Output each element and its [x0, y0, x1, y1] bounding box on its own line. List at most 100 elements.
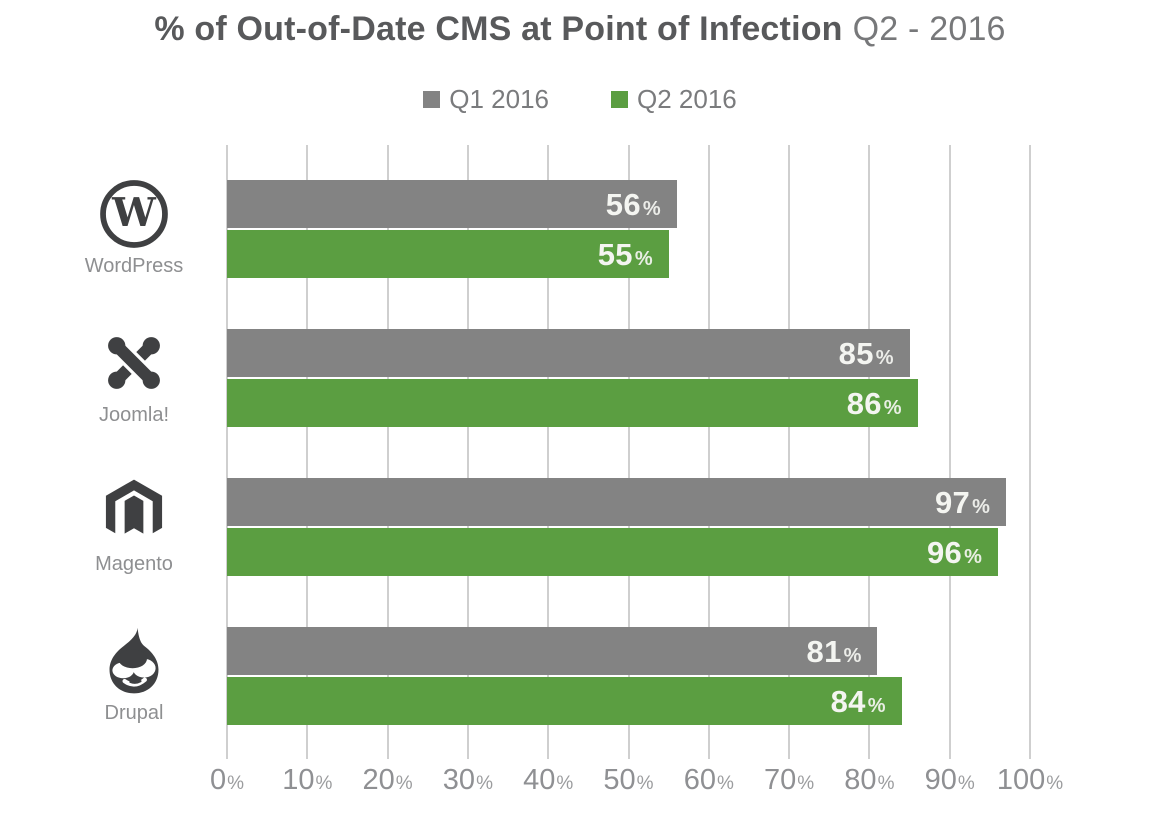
bar-q2-2016-joomla: 86%: [227, 379, 918, 427]
legend-item-q2-2016: Q2 2016: [611, 84, 737, 115]
tick-percent-sign: %: [556, 773, 574, 794]
tick-value: 0: [209, 764, 227, 796]
bar-value-number: 96: [926, 534, 963, 570]
bar-value-percent-sign: %: [875, 346, 894, 369]
legend-label: Q1 2016: [449, 84, 549, 114]
gridline: [707, 145, 710, 759]
tick-value: 50: [603, 764, 636, 796]
category-joomla: Joomla!: [59, 327, 209, 427]
tick-value: 40: [523, 764, 556, 796]
bar-value-number: 86: [846, 385, 882, 421]
gridline: [466, 145, 469, 759]
bar-q1-2016-drupal: 81%: [227, 627, 878, 675]
bar-value-percent-sign: %: [883, 396, 902, 419]
x-axis-tick-label: 40%: [523, 766, 573, 795]
tick-percent-sign: %: [315, 773, 333, 794]
bar-value-label: 97%: [935, 487, 990, 518]
category-label: WordPress: [84, 255, 184, 277]
legend-item-q1-2016: Q1 2016: [423, 84, 549, 115]
magento-icon: [105, 479, 163, 534]
joomla-icon: [107, 336, 161, 390]
bar-q1-2016-wordpress: 56%: [227, 180, 677, 228]
category-wordpress: W WordPress: [59, 178, 209, 278]
bar-q1-2016-joomla: 85%: [227, 329, 910, 377]
bar-value-percent-sign: %: [964, 545, 982, 568]
gridline: [226, 145, 228, 759]
x-axis-tick-label: 80%: [844, 766, 894, 795]
bar-value-number: 81: [806, 633, 842, 669]
bar-value-label: 86%: [847, 388, 902, 419]
bar-value-label: 85%: [839, 338, 894, 369]
tick-percent-sign: %: [797, 773, 815, 794]
tick-value: 80: [844, 764, 877, 796]
gridline: [1029, 145, 1031, 759]
x-axis-tick-label: 60%: [684, 766, 734, 795]
x-axis-tick-label: 70%: [764, 766, 814, 795]
bar-q2-2016-drupal: 84%: [227, 677, 902, 725]
category-drupal: Drupal: [59, 625, 209, 725]
x-axis-tick-label: 90%: [925, 766, 975, 795]
bar-value-label: 96%: [927, 537, 982, 568]
category-magento: Magento: [59, 476, 209, 576]
gridline: [788, 145, 791, 759]
gridline: [547, 145, 550, 759]
category-label: Magento: [95, 553, 173, 575]
svg-text:W: W: [111, 190, 157, 236]
bar-value-number: 85: [838, 335, 874, 371]
bar-value-label: 81%: [807, 636, 862, 667]
tick-value: 90: [924, 764, 957, 796]
x-axis-tick-label: 20%: [363, 766, 413, 795]
bar-value-number: 55: [597, 236, 633, 272]
tick-percent-sign: %: [877, 773, 895, 794]
tick-percent-sign: %: [716, 773, 734, 794]
bar-q2-2016-magento: 96%: [227, 528, 998, 576]
gridline: [386, 145, 389, 759]
tick-percent-sign: %: [957, 773, 975, 794]
bar-value-label: 56%: [606, 189, 661, 220]
gridline: [306, 145, 309, 759]
tick-percent-sign: %: [636, 773, 654, 794]
tick-value: 20: [362, 764, 395, 796]
bar-value-percent-sign: %: [634, 247, 653, 270]
chart-title-period: Q2 - 2016: [852, 10, 1006, 48]
bar-value-number: 84: [830, 683, 866, 719]
bar-value-percent-sign: %: [843, 644, 862, 667]
tick-value: 30: [442, 764, 476, 796]
x-axis-tick-label: 100%: [997, 766, 1063, 795]
x-axis-tick-label: 10%: [282, 766, 332, 795]
bar-value-number: 97: [935, 484, 971, 520]
bar-value-percent-sign: %: [867, 694, 886, 717]
tick-value: 100: [996, 764, 1046, 796]
bar-value-percent-sign: %: [972, 495, 990, 518]
x-axis-tick-label: 30%: [443, 766, 493, 795]
gridline: [868, 145, 871, 759]
drupal-icon: [109, 627, 159, 694]
bar-value-number: 56: [605, 186, 641, 222]
gridline: [627, 145, 630, 759]
legend-label: Q2 2016: [637, 84, 737, 114]
bar-value-label: 84%: [831, 686, 886, 717]
bar-value-label: 55%: [598, 239, 653, 270]
tick-percent-sign: %: [476, 773, 493, 794]
bar-q2-2016-wordpress: 55%: [227, 230, 669, 278]
wordpress-icon: W: [100, 180, 168, 248]
bar-q1-2016-magento: 97%: [227, 478, 1006, 526]
x-axis-tick-label: 50%: [603, 766, 653, 795]
chart-title: % of Out-of-Date CMS at Point of Infecti…: [0, 10, 1160, 49]
tick-value: 10: [282, 764, 315, 796]
gridline: [948, 145, 951, 759]
tick-percent-sign: %: [395, 773, 413, 794]
legend-swatch-q1-2016: [423, 91, 441, 108]
chart-title-main: % of Out-of-Date CMS at Point of Infecti…: [154, 10, 843, 48]
category-label: Drupal: [104, 702, 164, 724]
x-axis-tick-label: 0%: [210, 766, 244, 795]
tick-value: 60: [683, 764, 716, 796]
tick-value: 70: [764, 764, 797, 796]
category-label: Joomla!: [98, 404, 170, 426]
tick-percent-sign: %: [227, 773, 245, 794]
chart-legend: Q1 2016 Q2 2016: [0, 84, 1160, 115]
legend-swatch-q2-2016: [611, 91, 628, 108]
tick-percent-sign: %: [1046, 773, 1064, 794]
bar-value-percent-sign: %: [642, 197, 661, 220]
